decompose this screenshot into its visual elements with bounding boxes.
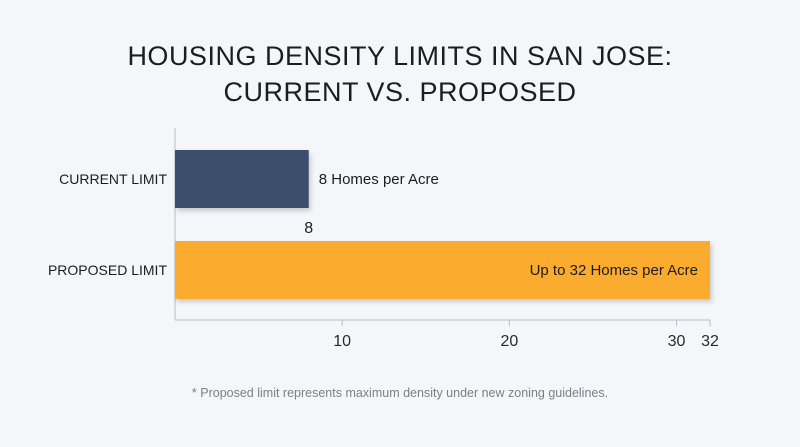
category-label: PROPOSED LIMIT (48, 262, 167, 278)
x-tick-label: 20 (500, 333, 518, 350)
bar-value-label: 8 (304, 220, 313, 237)
bar-annotation: Up to 32 Homes per Acre (530, 262, 698, 279)
bar-current-limit (175, 150, 309, 208)
chart-title: HOUSING DENSITY LIMITS IN SAN JOSE: CURR… (0, 38, 800, 110)
x-tick-label: 30 (668, 333, 686, 350)
x-tick-label: 32 (701, 333, 719, 350)
chart-title-line-1: HOUSING DENSITY LIMITS IN SAN JOSE: (127, 41, 673, 71)
chart-footnote: * Proposed limit represents maximum dens… (191, 386, 609, 400)
x-tick-label: 10 (333, 333, 351, 350)
bar-annotation: 8 Homes per Acre (319, 171, 439, 188)
category-label: CURRENT LIMIT (59, 171, 167, 187)
bar-proposed-limit (175, 241, 710, 299)
chart-title-line-2: CURRENT VS. PROPOSED (223, 77, 577, 107)
